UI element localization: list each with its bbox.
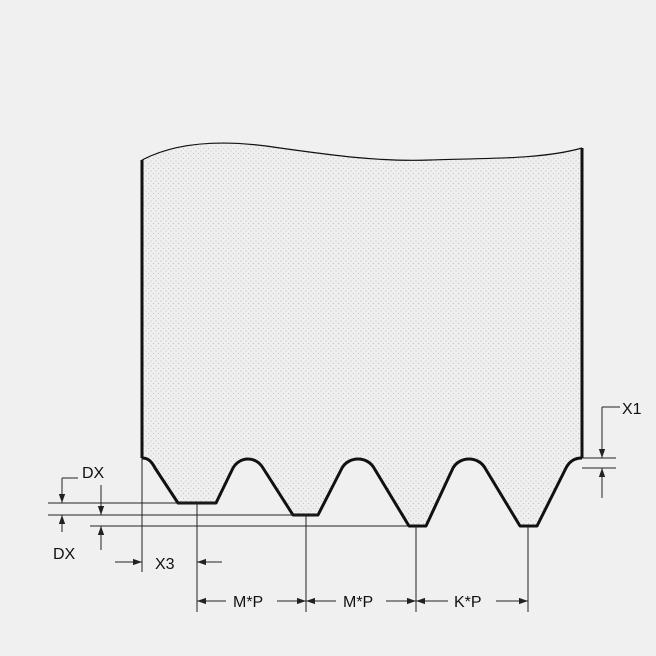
x3-label: X3 <box>155 556 175 573</box>
workpiece-body <box>142 143 582 526</box>
dx-top-label: DX <box>82 465 105 482</box>
depth-reference-lines <box>48 502 409 527</box>
thread-profile-outline <box>141 456 583 528</box>
x1-label: X1 <box>622 401 642 418</box>
break-line <box>141 142 583 161</box>
kp-label: K*P <box>454 594 482 611</box>
dx-top-dimension <box>58 477 78 532</box>
mp-1-label: M*P <box>233 594 263 611</box>
dx-bottom-label: DX <box>53 546 76 563</box>
x1-dimension <box>582 406 620 498</box>
mp-2-label: M*P <box>343 594 373 611</box>
extension-lines <box>141 458 529 612</box>
